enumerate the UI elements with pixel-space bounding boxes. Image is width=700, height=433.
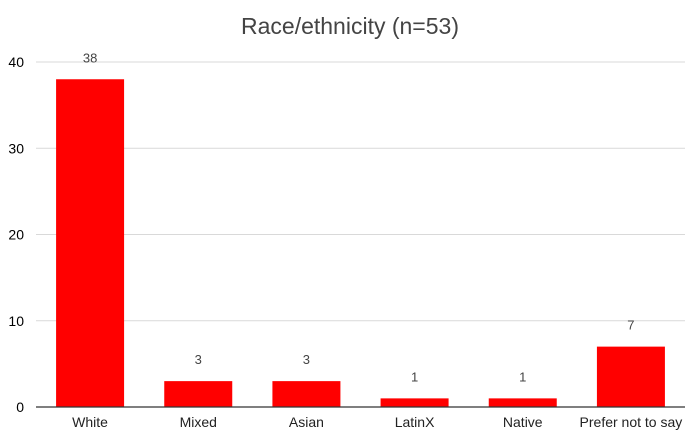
x-tick-label: White <box>72 414 108 430</box>
bar-white <box>56 79 125 407</box>
y-axis: 0 10 20 30 40 <box>8 54 24 415</box>
bar-mixed <box>164 381 233 407</box>
bar-latinx <box>380 398 449 407</box>
x-tick-label: Native <box>503 414 543 430</box>
y-tick-label: 10 <box>8 313 24 329</box>
x-tick-label: Asian <box>289 414 324 430</box>
gridlines <box>36 61 685 322</box>
x-tick-label: Mixed <box>180 414 217 430</box>
x-axis: White Mixed Asian LatinX Native Prefer not to… <box>36 406 685 430</box>
y-tick-label: 0 <box>16 399 24 415</box>
bar-native <box>488 398 557 407</box>
y-tick-label: 20 <box>8 227 24 243</box>
y-tick-label: 40 <box>8 54 24 70</box>
data-label: 1 <box>519 369 526 384</box>
bars <box>56 79 665 407</box>
x-tick-label: LatinX <box>395 414 435 430</box>
bar-prefer-not-to-say <box>596 346 665 407</box>
data-label: 1 <box>411 369 418 384</box>
y-tick-label: 30 <box>8 140 24 156</box>
data-labels: 38 3 3 1 1 7 <box>83 50 635 384</box>
data-label: 38 <box>83 50 97 65</box>
data-label: 3 <box>303 352 310 367</box>
data-label: 3 <box>195 352 202 367</box>
x-tick-label: Prefer not to say <box>580 414 683 430</box>
bar-asian <box>272 381 341 407</box>
chart-title: Race/ethnicity (n=53) <box>241 13 459 39</box>
data-label: 7 <box>627 318 634 333</box>
